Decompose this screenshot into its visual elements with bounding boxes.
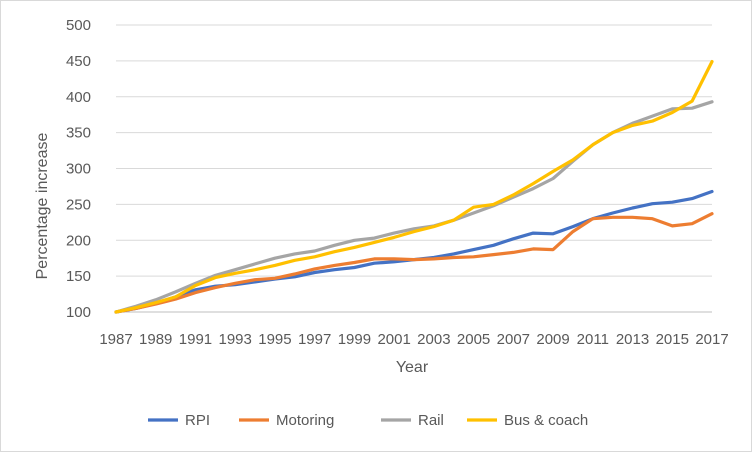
x-tick-label: 2005 [457,331,490,348]
legend-item: Motoring [239,412,334,429]
legend-item: Rail [381,412,444,429]
y-tick-label: 450 [66,53,91,70]
y-tick-label: 350 [66,125,91,142]
y-tick-label: 300 [66,161,91,178]
x-tick-label: 1993 [219,331,252,348]
y-tick-label: 500 [66,17,91,34]
x-tick-label: 1995 [258,331,291,348]
x-tick-label: 2017 [695,331,728,348]
y-axis-ticks: 100 150 200 250 300 350 400 450 500 [66,17,91,321]
series-lines [114,59,714,314]
x-tick-label: 2013 [616,331,649,348]
x-tick-label: 1987 [99,331,132,348]
legend: RPI Motoring Rail Bus & coach [148,412,588,429]
legend-label: Bus & coach [504,412,588,429]
gridlines [116,24,712,313]
x-tick-label: 1989 [139,331,172,348]
series-line-rpi [114,189,714,314]
series-line-motoring [114,212,714,314]
x-tick-label: 1991 [179,331,212,348]
series-line-bus-coach [114,59,714,314]
x-tick-label: 2001 [377,331,410,348]
y-tick-label: 400 [66,89,91,106]
x-tick-label: 2009 [536,331,569,348]
y-tick-label: 200 [66,232,91,249]
x-tick-label: 2015 [656,331,689,348]
x-tick-label: 2003 [417,331,450,348]
x-tick-label: 1999 [338,331,371,348]
x-axis-ticks: 1987 1989 1991 1993 1995 1997 1999 2001 2003 2005… [99,331,728,348]
legend-label: Motoring [276,412,334,429]
legend-item: Bus & coach [467,412,588,429]
y-tick-label: 100 [66,304,91,321]
y-tick-label: 250 [66,196,91,213]
legend-label: Rail [418,412,444,429]
legend-item: RPI [148,412,210,429]
x-axis-title: Year [396,359,429,376]
x-tick-label: 2007 [497,331,530,348]
y-axis-title: Percentage increase [34,133,51,280]
legend-label: RPI [185,412,210,429]
x-tick-label: 1997 [298,331,331,348]
y-tick-label: 150 [66,268,91,285]
x-tick-label: 2011 [577,331,609,348]
